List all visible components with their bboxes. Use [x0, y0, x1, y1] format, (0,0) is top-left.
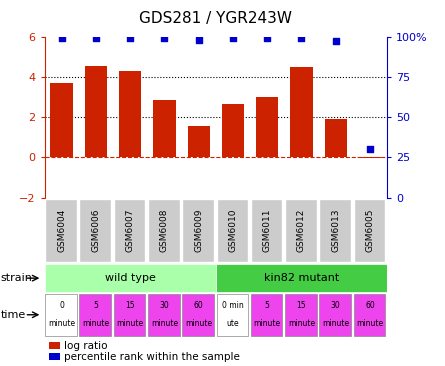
- Text: 5: 5: [93, 302, 98, 310]
- Bar: [251, 294, 282, 336]
- Point: [332, 38, 340, 44]
- Bar: [119, 71, 142, 157]
- Bar: [45, 199, 77, 262]
- Text: time: time: [0, 310, 26, 320]
- Text: GSM6013: GSM6013: [331, 209, 340, 252]
- Bar: [324, 119, 347, 157]
- Bar: [114, 199, 145, 262]
- Text: GSM6012: GSM6012: [297, 209, 306, 252]
- Bar: [85, 66, 107, 157]
- Text: 15: 15: [297, 302, 306, 310]
- Text: 60: 60: [365, 302, 375, 310]
- Text: GDS281 / YGR243W: GDS281 / YGR243W: [139, 11, 292, 26]
- Text: 0: 0: [59, 302, 64, 310]
- Text: GSM6005: GSM6005: [365, 209, 375, 252]
- Bar: [320, 294, 351, 336]
- Bar: [216, 264, 387, 292]
- Text: minute: minute: [288, 319, 315, 328]
- Text: minute: minute: [117, 319, 144, 328]
- Text: strain: strain: [0, 273, 32, 283]
- Text: 30: 30: [331, 302, 340, 310]
- Bar: [44, 264, 216, 292]
- Bar: [50, 83, 73, 157]
- Point: [127, 35, 134, 41]
- Text: minute: minute: [185, 319, 212, 328]
- Text: minute: minute: [356, 319, 384, 328]
- Bar: [359, 157, 381, 158]
- Bar: [285, 199, 316, 262]
- Text: kin82 mutant: kin82 mutant: [264, 273, 339, 283]
- Text: log ratio: log ratio: [64, 341, 107, 351]
- Bar: [320, 199, 351, 262]
- Point: [367, 146, 374, 152]
- Bar: [80, 294, 111, 336]
- Text: minute: minute: [151, 319, 178, 328]
- Bar: [153, 100, 176, 157]
- Bar: [256, 97, 279, 157]
- Bar: [217, 199, 248, 262]
- Text: minute: minute: [48, 319, 75, 328]
- Text: 30: 30: [160, 302, 169, 310]
- Text: minute: minute: [254, 319, 281, 328]
- Bar: [182, 199, 214, 262]
- Text: minute: minute: [322, 319, 349, 328]
- Bar: [182, 294, 214, 336]
- Text: ute: ute: [227, 319, 239, 328]
- Bar: [114, 294, 145, 336]
- Bar: [222, 104, 244, 157]
- Point: [230, 35, 237, 41]
- Text: minute: minute: [82, 319, 109, 328]
- Bar: [148, 294, 179, 336]
- Bar: [354, 294, 385, 336]
- Text: 15: 15: [125, 302, 135, 310]
- Text: GSM6010: GSM6010: [228, 209, 238, 252]
- Point: [161, 35, 168, 41]
- Text: wild type: wild type: [105, 273, 156, 283]
- Bar: [290, 67, 313, 157]
- Point: [58, 35, 65, 41]
- Bar: [354, 199, 385, 262]
- Text: 60: 60: [194, 302, 203, 310]
- Bar: [187, 126, 210, 157]
- Text: GSM6008: GSM6008: [160, 209, 169, 252]
- Bar: [80, 199, 111, 262]
- Bar: [148, 199, 179, 262]
- Point: [298, 35, 305, 41]
- Text: GSM6004: GSM6004: [57, 209, 66, 252]
- Text: percentile rank within the sample: percentile rank within the sample: [64, 352, 239, 362]
- Bar: [285, 294, 316, 336]
- Bar: [217, 294, 248, 336]
- Point: [195, 37, 202, 43]
- Text: GSM6006: GSM6006: [91, 209, 101, 252]
- Point: [264, 35, 271, 41]
- Bar: [45, 294, 77, 336]
- Text: 0 min: 0 min: [222, 302, 244, 310]
- Text: 5: 5: [265, 302, 270, 310]
- Bar: [251, 199, 282, 262]
- Text: GSM6007: GSM6007: [125, 209, 135, 252]
- Text: GSM6009: GSM6009: [194, 209, 203, 252]
- Text: GSM6011: GSM6011: [263, 209, 272, 252]
- Point: [93, 35, 100, 41]
